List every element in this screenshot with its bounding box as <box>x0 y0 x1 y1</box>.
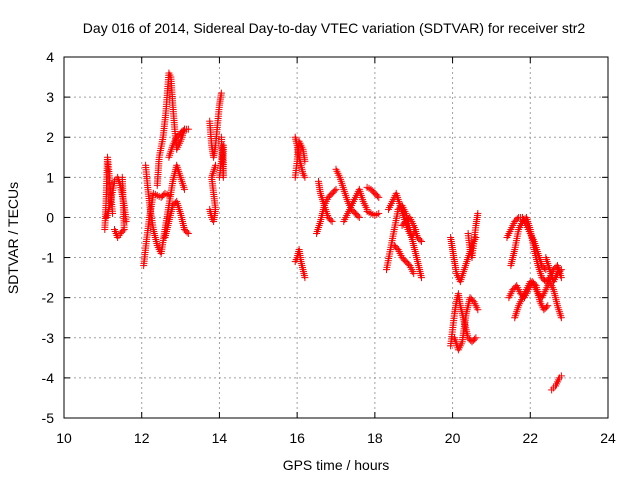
data-point <box>184 229 192 237</box>
data-point <box>301 274 309 282</box>
plot-frame <box>63 56 609 419</box>
data-point <box>118 173 126 181</box>
y-tick-label: -4 <box>42 370 55 386</box>
data-point <box>417 274 425 282</box>
x-tick-label: 16 <box>289 430 305 446</box>
data-point <box>474 306 482 314</box>
x-axis-label: GPS time / hours <box>283 457 390 473</box>
data-point <box>557 314 565 322</box>
axis-ticks <box>63 56 609 419</box>
data-point <box>513 215 521 223</box>
data-point <box>471 335 479 343</box>
x-tick-label: 18 <box>367 430 383 446</box>
data-point <box>544 302 552 310</box>
y-tick-label: 1 <box>46 169 54 185</box>
y-tick-label: 2 <box>46 129 54 145</box>
data-point <box>355 213 363 221</box>
data-point <box>410 270 418 278</box>
y-tick-label: -3 <box>42 330 55 346</box>
data-point <box>119 227 127 235</box>
data-point <box>327 216 335 224</box>
y-tick-label: -2 <box>42 290 55 306</box>
y-tick-label: 0 <box>46 209 54 225</box>
x-tick-label: 10 <box>56 430 72 446</box>
y-tick-label: -1 <box>42 250 55 266</box>
x-tick-label: 22 <box>522 430 538 446</box>
y-tick-label: -5 <box>42 410 55 426</box>
y-axis-label: SDTVAR / TECUs <box>5 182 21 294</box>
data-point <box>557 266 565 274</box>
data-points <box>101 69 565 394</box>
data-point <box>375 209 383 217</box>
y-tick-label: 4 <box>46 49 54 65</box>
data-point <box>557 372 565 380</box>
data-point <box>328 217 336 225</box>
data-point <box>373 192 381 200</box>
data-point <box>472 234 480 241</box>
data-point <box>331 187 339 195</box>
data-point <box>541 264 549 272</box>
x-tick-label: 24 <box>600 430 616 446</box>
data-point <box>217 89 225 97</box>
data-point <box>301 157 309 165</box>
data-point <box>180 185 188 193</box>
chart-title: Day 016 of 2014, Sidereal Day-to-day VTE… <box>83 20 586 36</box>
data-point <box>375 193 383 201</box>
data-point <box>417 238 425 246</box>
data-point <box>556 267 564 275</box>
x-tick-label: 12 <box>134 430 150 446</box>
data-point <box>180 125 188 133</box>
data-point <box>373 210 381 218</box>
data-point <box>212 161 220 169</box>
data-point <box>217 133 225 141</box>
data-point <box>542 303 550 311</box>
data-point <box>474 209 482 217</box>
data-point <box>472 334 480 342</box>
x-tick-label: 14 <box>212 430 228 446</box>
data-point <box>332 185 340 193</box>
y-tick-label: 3 <box>46 89 54 105</box>
data-point <box>301 173 309 181</box>
data-point <box>183 228 191 236</box>
x-tick-label: 20 <box>445 430 461 446</box>
data-point <box>416 236 424 244</box>
data-point <box>179 127 187 135</box>
data-point <box>354 212 362 220</box>
